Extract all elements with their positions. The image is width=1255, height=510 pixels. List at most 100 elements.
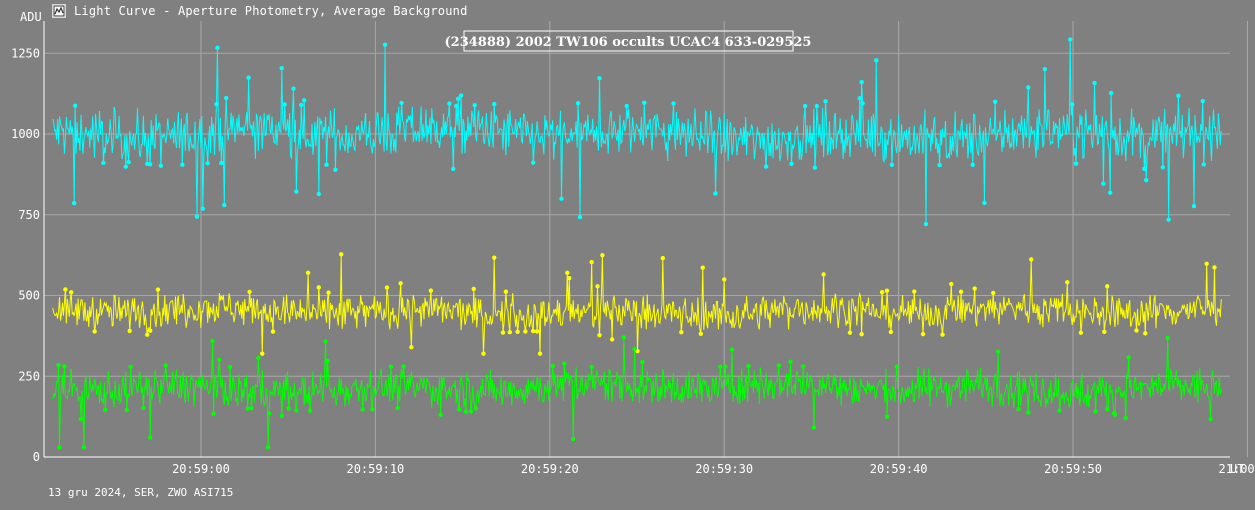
data-point <box>265 445 271 450</box>
data-point <box>559 196 564 201</box>
data-point <box>224 95 229 101</box>
data-point <box>323 339 328 344</box>
y-tick-label: 1000 <box>11 127 40 141</box>
chart-series <box>52 37 1222 450</box>
x-tick-label: 20:59:10 <box>346 462 404 476</box>
data-point <box>821 272 826 277</box>
data-point <box>245 406 250 411</box>
data-point <box>937 162 942 168</box>
data-point <box>294 189 299 194</box>
data-point <box>101 160 106 165</box>
data-point <box>103 407 108 413</box>
data-point <box>57 445 62 450</box>
x-tick-label: 20:59:30 <box>695 462 753 476</box>
y-tick-label: 0 <box>33 450 40 464</box>
data-point <box>69 290 74 295</box>
data-point <box>294 408 299 413</box>
data-point <box>1107 190 1113 195</box>
data-series <box>52 37 1222 227</box>
data-point <box>370 407 375 412</box>
data-point <box>949 281 954 287</box>
data-point <box>847 330 853 335</box>
data-point <box>879 289 885 295</box>
data-point <box>398 281 403 286</box>
data-point <box>671 101 676 106</box>
data-point <box>71 200 77 206</box>
data-point <box>447 101 452 106</box>
chart-title: (234888) 2002 TW106 occults UCAC4 633-02… <box>445 35 812 50</box>
x-tick-label: 20:59:50 <box>1044 462 1102 476</box>
data-point <box>451 166 456 172</box>
data-point <box>326 290 331 295</box>
data-point <box>260 351 265 356</box>
data-point <box>145 332 150 337</box>
data-point <box>565 270 570 276</box>
data-point <box>305 270 311 275</box>
data-point <box>324 162 329 167</box>
data-point <box>550 363 555 369</box>
y-tick-label: 250 <box>18 369 40 383</box>
data-point <box>992 99 998 105</box>
data-point <box>158 163 164 169</box>
data-point <box>1026 410 1031 415</box>
x-tick-label: 20:59:00 <box>172 462 230 476</box>
data-point <box>1105 284 1110 289</box>
data-point <box>958 289 964 294</box>
data-point <box>632 346 637 351</box>
data-point <box>972 286 977 291</box>
data-point <box>597 332 602 338</box>
light-curve-app-icon[interactable] <box>52 4 66 18</box>
data-point <box>215 45 220 51</box>
data-point <box>923 221 929 227</box>
data-point <box>723 364 728 369</box>
data-point <box>1204 261 1209 266</box>
data-point <box>211 411 216 416</box>
data-point <box>279 413 284 419</box>
data-point <box>247 289 252 295</box>
data-point <box>219 160 224 166</box>
data-point <box>1165 335 1170 341</box>
data-point <box>995 349 1001 354</box>
data-point <box>454 103 459 109</box>
data-point <box>492 255 497 260</box>
data-point <box>884 288 890 293</box>
data-point <box>920 331 926 337</box>
data-point <box>307 408 313 413</box>
data-point <box>282 102 287 107</box>
data-point <box>621 335 627 340</box>
data-point <box>78 416 84 422</box>
data-point <box>567 275 572 281</box>
data-point <box>823 99 828 104</box>
window-header: Light Curve - Aperture Photometry, Avera… <box>52 4 468 18</box>
data-point <box>301 98 307 103</box>
data-point <box>1200 98 1205 104</box>
data-series <box>52 252 1222 356</box>
data-point <box>991 290 996 296</box>
data-point <box>222 202 227 208</box>
data-point <box>534 329 540 334</box>
chart-title-box: (234888) 2002 TW106 occults UCAC4 633-02… <box>445 30 812 52</box>
data-point <box>147 162 153 167</box>
data-point <box>463 409 469 414</box>
data-point <box>1160 165 1166 170</box>
data-point <box>246 75 251 80</box>
data-point <box>811 425 817 430</box>
data-point <box>399 100 404 106</box>
data-point <box>456 407 462 412</box>
data-point <box>1176 93 1181 99</box>
data-point <box>92 329 97 334</box>
data-point <box>1068 37 1073 42</box>
data-point <box>746 363 751 369</box>
data-point <box>515 329 520 335</box>
x-axis-label: UT <box>1230 462 1244 476</box>
data-point <box>227 364 233 370</box>
y-tick-label: 1250 <box>11 46 40 60</box>
data-point <box>1108 90 1114 96</box>
data-point <box>210 338 215 344</box>
data-point <box>1042 66 1048 72</box>
data-point <box>163 363 168 368</box>
data-point <box>1208 417 1213 422</box>
data-point <box>56 362 61 368</box>
data-point <box>270 329 276 334</box>
data-point <box>256 355 261 361</box>
